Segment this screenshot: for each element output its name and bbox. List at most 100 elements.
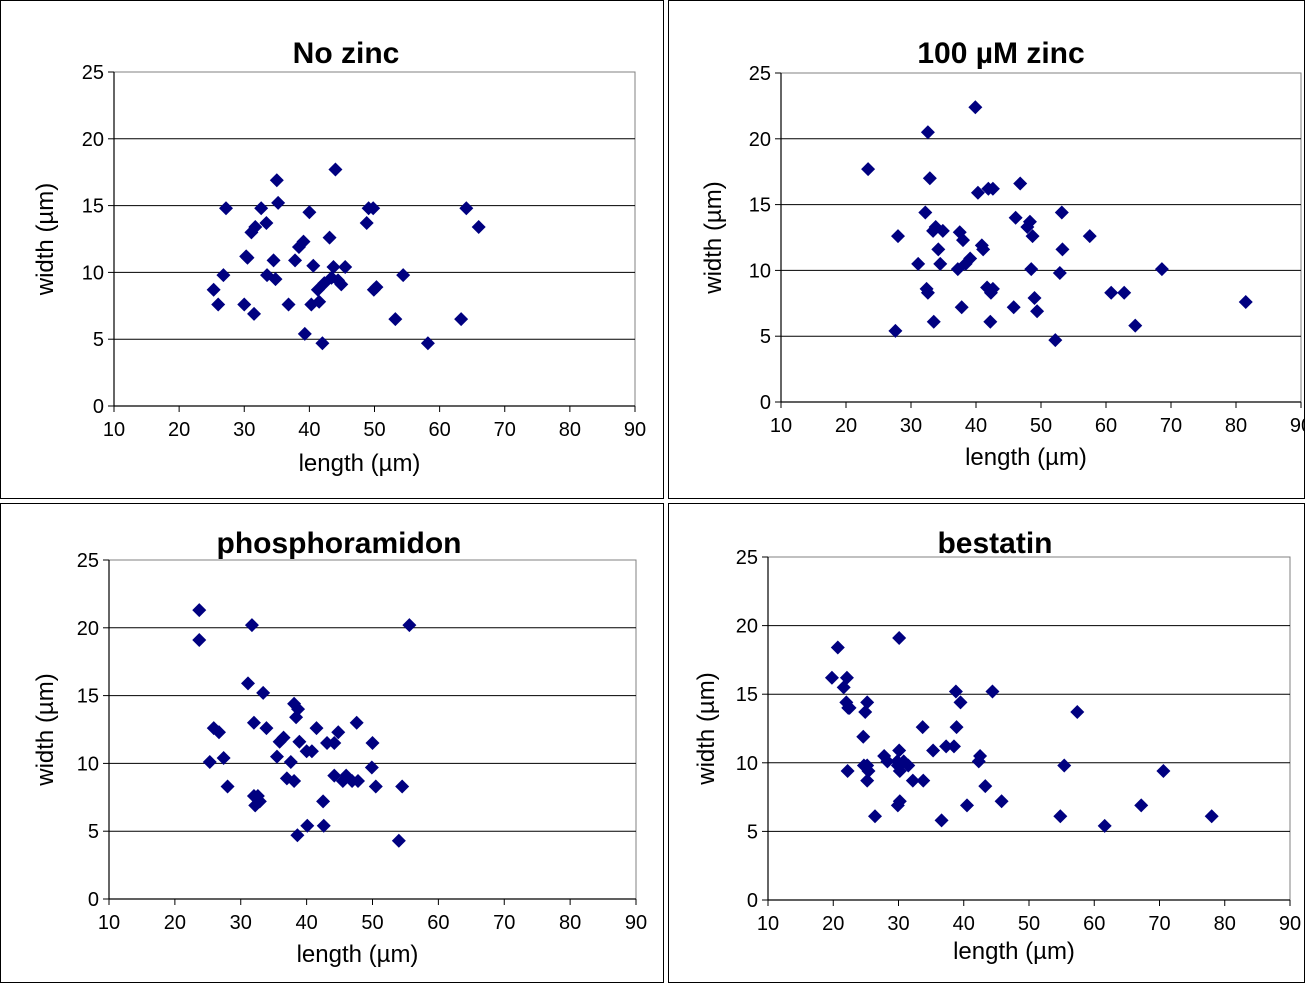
y-axis-label: width (µm) <box>700 181 727 295</box>
data-point-44 <box>454 312 469 327</box>
x-tick-label: 50 <box>361 912 383 934</box>
data-point-36 <box>1024 262 1039 277</box>
data-point-46 <box>1097 818 1112 833</box>
x-tick-label: 20 <box>822 913 844 935</box>
data-point-17 <box>272 734 287 749</box>
data-point-15 <box>868 809 883 824</box>
data-point-42 <box>994 794 1009 809</box>
data-point-14 <box>861 764 876 779</box>
chart-title: bestatin <box>937 527 1052 560</box>
x-tick-label: 60 <box>429 419 451 441</box>
y-tick-label: 0 <box>760 392 771 414</box>
x-axis-label: length (µm) <box>953 938 1075 965</box>
x-tick-label: 40 <box>953 913 975 935</box>
y-tick-label: 0 <box>88 889 99 911</box>
data-point-48 <box>1156 764 1171 779</box>
data-point-4 <box>237 297 252 312</box>
plot-area <box>767 556 1291 901</box>
data-point-26 <box>292 734 307 749</box>
data-point-22 <box>302 205 317 220</box>
data-point-40 <box>349 715 364 730</box>
data-point-27 <box>983 314 998 329</box>
data-point-37 <box>1025 229 1040 244</box>
data-point-46 <box>395 779 410 794</box>
data-point-6 <box>220 779 235 794</box>
data-point-31 <box>326 260 341 275</box>
data-point-9 <box>248 219 263 234</box>
data-point-12 <box>860 695 875 710</box>
y-tick-label: 20 <box>749 129 771 151</box>
data-point-33 <box>946 739 961 754</box>
data-point-42 <box>396 268 411 283</box>
data-point-32 <box>939 739 954 754</box>
scatter-chart-bestatin: 0 5 10 15 20 25 10 20 30 40 50 60 70 80 90 bestatin leng… <box>693 527 1301 965</box>
x-tick-label: 20 <box>168 419 190 441</box>
data-point-24 <box>306 258 321 273</box>
data-point-42 <box>1054 205 1069 220</box>
data-point-2 <box>891 229 905 244</box>
data-point-18 <box>288 253 303 268</box>
data-point-43 <box>420 336 435 351</box>
data-point-45 <box>459 201 474 216</box>
data-point-17 <box>880 754 895 769</box>
data-point-32 <box>316 818 331 833</box>
data-point-10 <box>254 201 269 216</box>
y-tick-label: 0 <box>747 890 758 912</box>
data-point-1 <box>192 633 207 648</box>
x-tick-label: 30 <box>233 419 255 441</box>
chart-panel-100um-zinc: 0 5 10 15 20 25 10 20 30 40 50 60 70 80 90 100 µM zinc l… <box>668 0 1305 499</box>
data-point-45 <box>1104 285 1119 300</box>
x-axis-label: length (µm) <box>299 450 421 477</box>
chart-title: phosphoramidon <box>217 527 462 560</box>
y-tick-label: 5 <box>88 821 99 843</box>
data-point-31 <box>316 794 331 809</box>
data-point-49 <box>1238 294 1253 309</box>
x-tick-label: 10 <box>98 912 120 934</box>
y-tick-label: 20 <box>77 618 99 640</box>
data-point-3 <box>219 201 234 216</box>
y-tick-label: 20 <box>82 129 104 151</box>
data-point-20 <box>283 755 298 770</box>
data-point-19 <box>279 771 294 786</box>
data-point-30 <box>926 743 941 758</box>
data-point-3 <box>911 256 926 271</box>
data-point-6 <box>920 125 935 140</box>
data-point-14 <box>256 685 271 700</box>
y-axis-label: width (µm) <box>32 183 59 297</box>
data-point-13 <box>252 794 267 809</box>
data-point-33 <box>320 736 335 751</box>
data-point-11 <box>259 215 274 230</box>
data-point-21 <box>892 743 907 758</box>
x-tick-label: 20 <box>835 415 857 437</box>
y-tick-label: 25 <box>749 63 771 85</box>
data-point-14 <box>268 272 283 287</box>
data-point-31 <box>1006 300 1021 315</box>
x-tick-label: 80 <box>1225 415 1247 437</box>
data-point-0 <box>192 603 207 618</box>
data-point-42 <box>364 760 379 775</box>
data-point-24 <box>290 828 305 843</box>
data-point-15 <box>259 721 274 736</box>
data-point-27 <box>905 773 920 788</box>
data-point-27 <box>315 336 330 351</box>
y-tick-label: 15 <box>82 196 104 218</box>
data-point-11 <box>860 773 875 788</box>
data-point-47 <box>1128 318 1143 333</box>
x-axis-label: length (µm) <box>965 444 1087 471</box>
data-point-47 <box>402 618 417 633</box>
data-point-41 <box>1052 266 1067 281</box>
data-point-0 <box>824 670 839 685</box>
x-tick-label: 70 <box>1148 913 1170 935</box>
data-point-10 <box>926 314 941 329</box>
data-point-17 <box>281 297 296 312</box>
data-point-47 <box>1134 798 1149 813</box>
x-tick-label: 80 <box>559 419 581 441</box>
data-point-44 <box>1082 229 1097 244</box>
chart-panel-no-zinc: 0 5 10 15 20 25 10 20 30 40 50 60 70 80 90 No zinc lengt… <box>0 0 664 499</box>
scatter-chart-no-zinc: 0 5 10 15 20 25 10 20 30 40 50 60 70 80 90 No zinc lengt… <box>32 37 646 477</box>
data-point-29 <box>985 181 1000 196</box>
data-point-28 <box>915 720 930 735</box>
data-point-21 <box>287 774 302 789</box>
data-point-45 <box>1070 705 1085 720</box>
x-tick-label: 70 <box>1160 415 1182 437</box>
